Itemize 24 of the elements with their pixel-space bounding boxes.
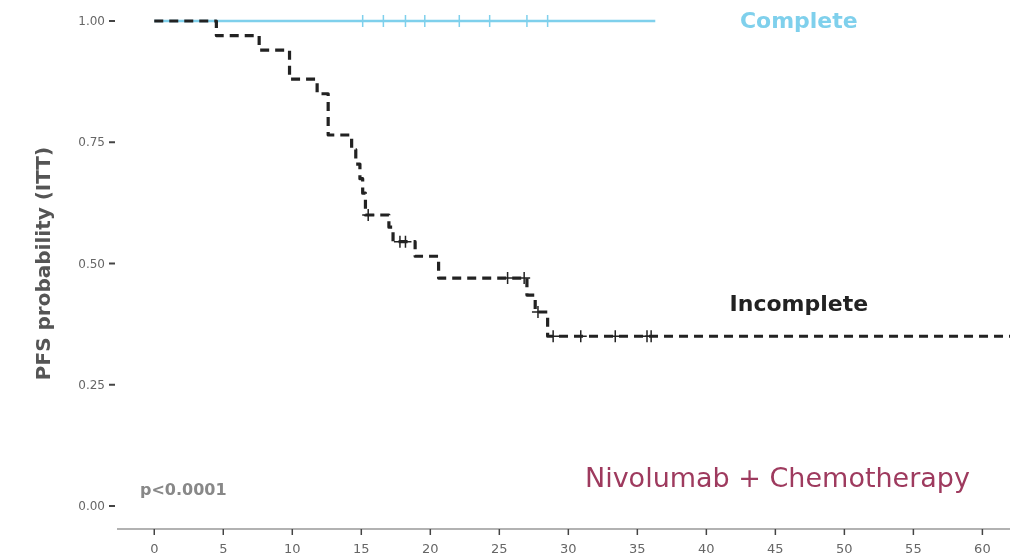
x-tick-label: 45: [767, 541, 784, 556]
y-tick-label: 0.50: [78, 256, 105, 271]
x-tick-label: 35: [629, 541, 646, 556]
y-tick-label: 0.00: [78, 499, 105, 513]
x-tick-label: 20: [422, 541, 439, 556]
x-tick-label: 25: [491, 541, 508, 556]
y-tick-label: 1.00: [78, 14, 105, 28]
x-tick-label: 55: [905, 541, 922, 556]
x-tick-label: 15: [353, 541, 370, 556]
x-tick-label: 10: [284, 541, 301, 556]
x-tick-label: 40: [698, 541, 715, 556]
annotation: p<0.0001: [140, 480, 227, 499]
x-tick-label: 60: [974, 541, 991, 556]
x-tick-label: 50: [836, 541, 853, 556]
x-tick-label: 5: [219, 541, 228, 556]
text: Complete: [739, 8, 858, 33]
y-tick-label: 0.25: [78, 377, 105, 392]
y-tick-label: 0.75: [78, 135, 105, 150]
series-label: Incomplete: [729, 291, 869, 317]
point: [361, 208, 375, 222]
x-tick-label: 0: [150, 541, 159, 556]
y-axis-title: PFS probability (ITT): [31, 146, 55, 381]
annotation: Nivolumab + Chemotherapy: [584, 462, 971, 493]
x-tick-label: 30: [560, 541, 577, 556]
